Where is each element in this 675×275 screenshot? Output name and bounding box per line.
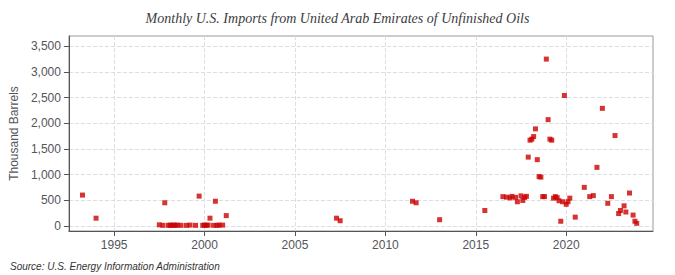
svg-text:1,000: 1,000 [31,168,61,182]
svg-text:Thousand Barrels: Thousand Barrels [7,86,21,181]
svg-text:Source: U.S. Energy Informatio: Source: U.S. Energy Information Administ… [10,261,220,272]
svg-text:2010: 2010 [372,238,399,252]
svg-text:2,000: 2,000 [31,116,61,130]
svg-text:1995: 1995 [101,238,128,252]
svg-text:Monthly U.S. Imports from Unit: Monthly U.S. Imports from United Arab Em… [145,11,530,26]
svg-text:0: 0 [54,219,61,233]
svg-text:3,500: 3,500 [31,39,61,53]
svg-text:1,500: 1,500 [31,142,61,156]
svg-text:2020: 2020 [553,238,580,252]
svg-text:2005: 2005 [282,238,309,252]
svg-text:2,500: 2,500 [31,91,61,105]
svg-text:2015: 2015 [462,238,489,252]
svg-text:500: 500 [41,193,61,207]
svg-text:2000: 2000 [191,238,218,252]
svg-text:3,000: 3,000 [31,65,61,79]
